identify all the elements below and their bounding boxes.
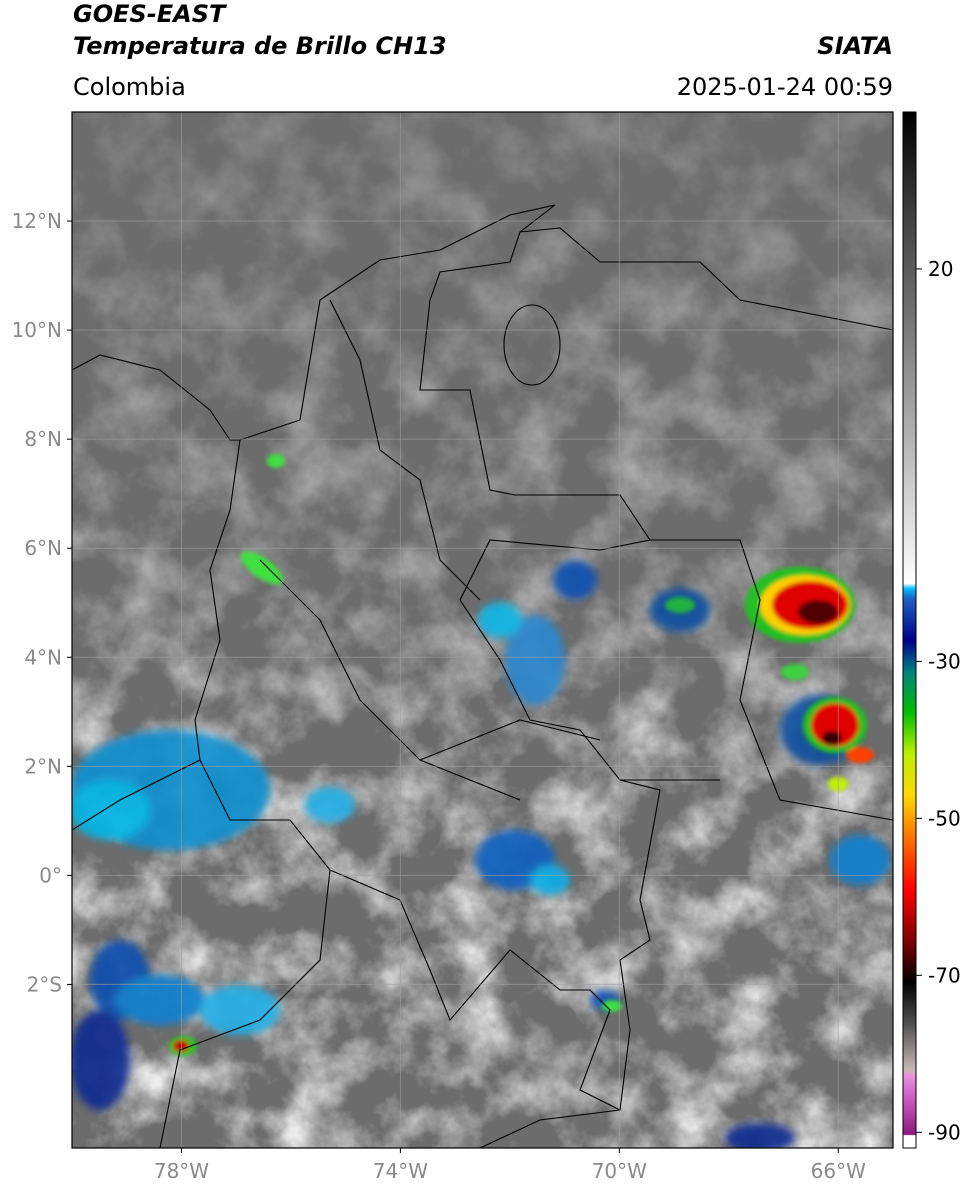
map (72, 112, 893, 1148)
colorbar (902, 111, 917, 1149)
lat-tick-label: 0° (39, 863, 62, 887)
map-frame (71, 111, 894, 1149)
grid (72, 112, 893, 1148)
borders (72, 204, 893, 1148)
lat-tick-label: 2°N (24, 754, 62, 778)
region: Colombia (73, 73, 186, 101)
title: GOES-EAST (73, 0, 227, 28)
subtitle: Temperatura de Brillo CH13 (73, 32, 447, 60)
lon-tick-label: 74°W (373, 1159, 428, 1183)
lat-tick-label: 12°N (12, 209, 62, 233)
lat-tick-label: 10°N (12, 318, 62, 342)
colorbar-tick-label: -70 (928, 963, 961, 987)
lat-tick-label: 8°N (24, 427, 62, 451)
colorbar-tick-label: -30 (928, 649, 961, 673)
lat-tick-label: 4°N (24, 645, 62, 669)
lon-tick-label: 70°W (592, 1159, 647, 1183)
datetime: 2025-01-24 00:59 (677, 73, 893, 101)
agency: SIATA (817, 32, 893, 60)
lat-tick-label: 6°N (24, 536, 62, 560)
lat-tick-label: 2°S (27, 972, 62, 996)
colorbar-tick-label: -50 (928, 806, 961, 830)
colorbar-tick-label: 20 (928, 257, 953, 281)
lon-tick-label: 66°W (811, 1159, 866, 1183)
colorbar-tick-label: -90 (928, 1120, 961, 1144)
lon-tick-label: 78°W (154, 1159, 209, 1183)
